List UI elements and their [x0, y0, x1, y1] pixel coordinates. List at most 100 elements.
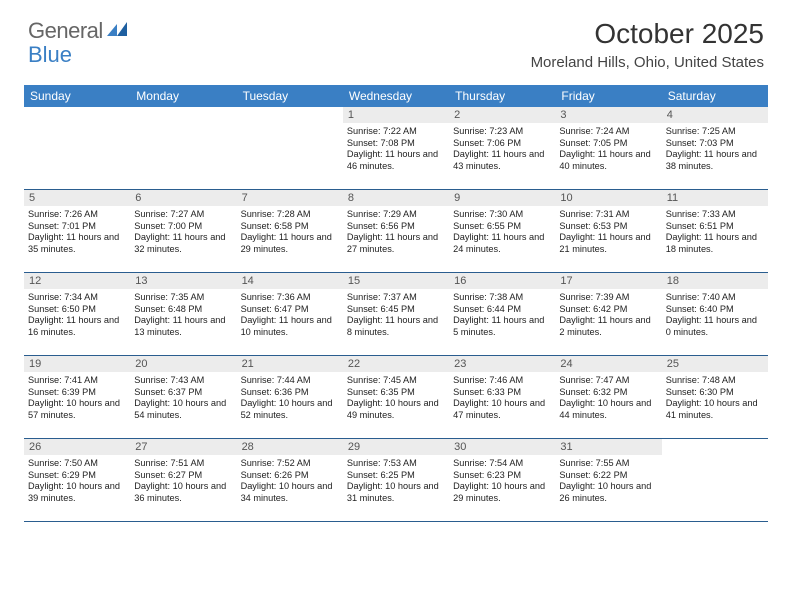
sunrise-line: Sunrise: 7:48 AM [666, 375, 764, 387]
day-body: Sunrise: 7:55 AMSunset: 6:22 PMDaylight:… [555, 455, 661, 506]
sunrise-line: Sunrise: 7:40 AM [666, 292, 764, 304]
sunset-line: Sunset: 6:29 PM [28, 470, 126, 482]
sunset-line: Sunset: 6:30 PM [666, 387, 764, 399]
daylight-line: Daylight: 11 hours and 2 minutes. [559, 315, 657, 338]
day-number: 8 [343, 190, 449, 206]
calendar-cell: 22Sunrise: 7:45 AMSunset: 6:35 PMDayligh… [343, 356, 449, 439]
sunrise-line: Sunrise: 7:29 AM [347, 209, 445, 221]
sunset-line: Sunset: 6:53 PM [559, 221, 657, 233]
day-body: Sunrise: 7:31 AMSunset: 6:53 PMDaylight:… [555, 206, 661, 257]
day-body: Sunrise: 7:48 AMSunset: 6:30 PMDaylight:… [662, 372, 768, 423]
day-body: Sunrise: 7:25 AMSunset: 7:03 PMDaylight:… [662, 123, 768, 174]
calendar-cell: 31Sunrise: 7:55 AMSunset: 6:22 PMDayligh… [555, 439, 661, 522]
day-body: Sunrise: 7:34 AMSunset: 6:50 PMDaylight:… [24, 289, 130, 340]
day-number: 25 [662, 356, 768, 372]
calendar-cell: 20Sunrise: 7:43 AMSunset: 6:37 PMDayligh… [130, 356, 236, 439]
calendar-cell-empty [24, 107, 130, 190]
calendar-cell: 14Sunrise: 7:36 AMSunset: 6:47 PMDayligh… [237, 273, 343, 356]
daylight-line: Daylight: 11 hours and 24 minutes. [453, 232, 551, 255]
sunset-line: Sunset: 6:58 PM [241, 221, 339, 233]
calendar-cell: 29Sunrise: 7:53 AMSunset: 6:25 PMDayligh… [343, 439, 449, 522]
day-body: Sunrise: 7:53 AMSunset: 6:25 PMDaylight:… [343, 455, 449, 506]
day-header: Thursday [449, 85, 555, 107]
calendar-cell-empty [130, 107, 236, 190]
day-body: Sunrise: 7:33 AMSunset: 6:51 PMDaylight:… [662, 206, 768, 257]
sunset-line: Sunset: 6:23 PM [453, 470, 551, 482]
sunrise-line: Sunrise: 7:53 AM [347, 458, 445, 470]
sunset-line: Sunset: 6:48 PM [134, 304, 232, 316]
daylight-line: Daylight: 10 hours and 39 minutes. [28, 481, 126, 504]
day-number: 22 [343, 356, 449, 372]
daylight-line: Daylight: 10 hours and 52 minutes. [241, 398, 339, 421]
sunrise-line: Sunrise: 7:31 AM [559, 209, 657, 221]
sunset-line: Sunset: 7:00 PM [134, 221, 232, 233]
sunset-line: Sunset: 7:03 PM [666, 138, 764, 150]
sunrise-line: Sunrise: 7:24 AM [559, 126, 657, 138]
sunrise-line: Sunrise: 7:50 AM [28, 458, 126, 470]
sunrise-line: Sunrise: 7:22 AM [347, 126, 445, 138]
page-header: General October 2025 Moreland Hills, Ohi… [0, 0, 792, 79]
sunrise-line: Sunrise: 7:37 AM [347, 292, 445, 304]
calendar-cell: 19Sunrise: 7:41 AMSunset: 6:39 PMDayligh… [24, 356, 130, 439]
daylight-line: Daylight: 10 hours and 44 minutes. [559, 398, 657, 421]
daylight-line: Daylight: 11 hours and 21 minutes. [559, 232, 657, 255]
day-body: Sunrise: 7:23 AMSunset: 7:06 PMDaylight:… [449, 123, 555, 174]
calendar-cell: 17Sunrise: 7:39 AMSunset: 6:42 PMDayligh… [555, 273, 661, 356]
day-body: Sunrise: 7:52 AMSunset: 6:26 PMDaylight:… [237, 455, 343, 506]
sunset-line: Sunset: 6:36 PM [241, 387, 339, 399]
day-body: Sunrise: 7:28 AMSunset: 6:58 PMDaylight:… [237, 206, 343, 257]
day-header: Sunday [24, 85, 130, 107]
logo-text-1: General [28, 18, 103, 44]
day-number: 17 [555, 273, 661, 289]
sunrise-line: Sunrise: 7:47 AM [559, 375, 657, 387]
day-number: 3 [555, 107, 661, 123]
day-header: Wednesday [343, 85, 449, 107]
day-body: Sunrise: 7:35 AMSunset: 6:48 PMDaylight:… [130, 289, 236, 340]
sunrise-line: Sunrise: 7:44 AM [241, 375, 339, 387]
sunrise-line: Sunrise: 7:25 AM [666, 126, 764, 138]
calendar-cell: 21 Sunrise: 7:44 AMSunset: 6:36 PMDayligh… [237, 356, 343, 439]
day-number: 27 [130, 439, 236, 455]
daylight-line: Daylight: 10 hours and 29 minutes. [453, 481, 551, 504]
day-number: 4 [662, 107, 768, 123]
logo-text-2: Blue [28, 42, 72, 68]
sunrise-line: Sunrise: 7:26 AM [28, 209, 126, 221]
day-header: Monday [130, 85, 236, 107]
sunset-line: Sunset: 6:25 PM [347, 470, 445, 482]
daylight-line: Daylight: 11 hours and 43 minutes. [453, 149, 551, 172]
day-number: 21 [237, 356, 343, 372]
sunset-line: Sunset: 7:05 PM [559, 138, 657, 150]
daylight-line: Daylight: 11 hours and 40 minutes. [559, 149, 657, 172]
sunrise-line: Sunrise: 7:30 AM [453, 209, 551, 221]
sunrise-line: Sunrise: 7:46 AM [453, 375, 551, 387]
calendar-cell: 24Sunrise: 7:47 AMSunset: 6:32 PMDayligh… [555, 356, 661, 439]
daylight-line: Daylight: 11 hours and 32 minutes. [134, 232, 232, 255]
day-header: Saturday [662, 85, 768, 107]
sunrise-line: Sunrise: 7:27 AM [134, 209, 232, 221]
calendar-cell: 3 Sunrise: 7:24 AMSunset: 7:05 PMDaylight… [555, 107, 661, 190]
day-number: 9 [449, 190, 555, 206]
daylight-line: Daylight: 10 hours and 34 minutes. [241, 481, 339, 504]
sunset-line: Sunset: 6:40 PM [666, 304, 764, 316]
daylight-line: Daylight: 11 hours and 27 minutes. [347, 232, 445, 255]
calendar-cell-empty [662, 439, 768, 522]
day-number: 12 [24, 273, 130, 289]
day-number: 5 [24, 190, 130, 206]
day-body: Sunrise: 7:46 AMSunset: 6:33 PMDaylight:… [449, 372, 555, 423]
sunrise-line: Sunrise: 7:39 AM [559, 292, 657, 304]
sunrise-line: Sunrise: 7:43 AM [134, 375, 232, 387]
day-number: 1 [343, 107, 449, 123]
day-body: Sunrise: 7:50 AMSunset: 6:29 PMDaylight:… [24, 455, 130, 506]
day-number: 30 [449, 439, 555, 455]
calendar-cell: 23Sunrise: 7:46 AMSunset: 6:33 PMDayligh… [449, 356, 555, 439]
sunrise-line: Sunrise: 7:55 AM [559, 458, 657, 470]
day-body: Sunrise: 7:27 AMSunset: 7:00 PMDaylight:… [130, 206, 236, 257]
sunrise-line: Sunrise: 7:51 AM [134, 458, 232, 470]
calendar-cell-empty [237, 107, 343, 190]
day-number: 31 [555, 439, 661, 455]
day-number: 20 [130, 356, 236, 372]
day-number: 7 [237, 190, 343, 206]
location-text: Moreland Hills, Ohio, United States [531, 54, 764, 71]
sunrise-line: Sunrise: 7:45 AM [347, 375, 445, 387]
sunset-line: Sunset: 6:55 PM [453, 221, 551, 233]
